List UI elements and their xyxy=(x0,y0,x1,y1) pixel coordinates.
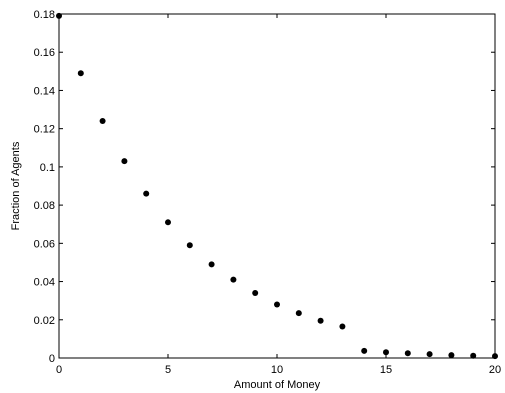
y-axis-label: Fraction of Agents xyxy=(10,141,22,230)
x-tick-label: 15 xyxy=(380,364,392,376)
data-point xyxy=(448,352,455,359)
y-axis-ticks: 0 0.02 0.04 0.06 0.08 0.1 0.12 0.14 0.16 0.18 xyxy=(34,9,495,365)
data-points xyxy=(56,12,498,360)
y-tick-label: 0.14 xyxy=(34,85,55,97)
x-tick-label: 20 xyxy=(489,364,501,376)
x-tick-label: 0 xyxy=(56,364,62,376)
y-tick-label: 0.06 xyxy=(34,238,55,250)
x-tick-label: 10 xyxy=(271,364,283,376)
y-tick-label: 0.1 xyxy=(40,162,55,174)
data-point xyxy=(361,347,368,354)
x-tick-label: 5 xyxy=(165,364,171,376)
y-tick-label: 0 xyxy=(49,353,55,365)
data-point xyxy=(317,317,324,324)
data-point xyxy=(208,261,215,268)
data-point xyxy=(77,70,84,77)
data-point xyxy=(404,350,411,357)
data-point xyxy=(339,323,346,330)
data-point xyxy=(99,118,106,125)
data-point xyxy=(492,353,498,360)
data-point xyxy=(186,242,193,249)
data-point xyxy=(56,12,62,19)
y-tick-label: 0.04 xyxy=(34,277,55,289)
data-point xyxy=(165,219,171,226)
data-point xyxy=(230,276,237,283)
data-point xyxy=(426,351,433,358)
x-axis-ticks: 0 5 10 15 20 xyxy=(56,14,501,376)
data-point xyxy=(252,290,259,297)
y-tick-label: 0.18 xyxy=(34,9,55,21)
data-point xyxy=(383,349,389,356)
y-tick-label: 0.12 xyxy=(34,124,55,136)
y-tick-label: 0.08 xyxy=(34,200,55,212)
data-point xyxy=(274,301,280,308)
data-point xyxy=(470,352,477,359)
data-point xyxy=(121,158,128,165)
data-point xyxy=(295,310,302,317)
x-axis-label: Amount of Money xyxy=(234,379,321,391)
y-tick-label: 0.16 xyxy=(34,47,55,59)
data-point xyxy=(143,190,150,197)
y-tick-label: 0.02 xyxy=(34,315,55,327)
plot-frame xyxy=(58,13,496,359)
